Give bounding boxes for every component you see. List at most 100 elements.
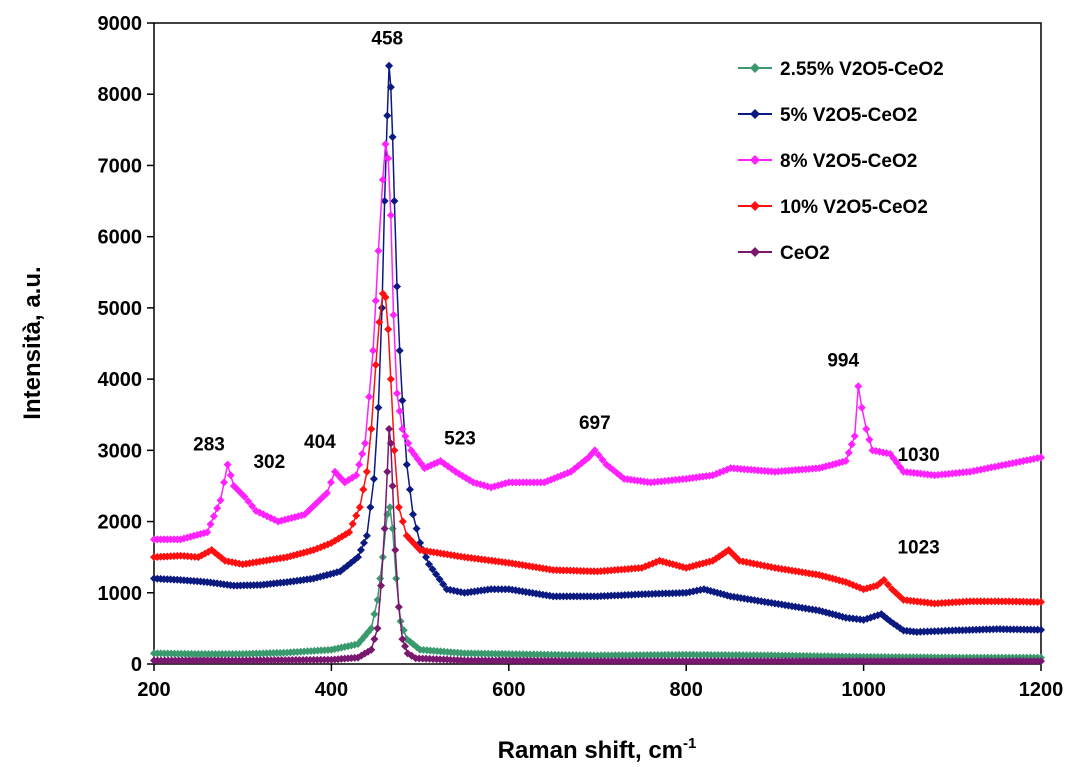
data-point [1037,657,1045,666]
legend-entry: 5% V2O5-CeO2 [738,105,917,126]
data-point [380,197,389,206]
data-point [401,432,410,441]
data-point [392,574,401,583]
data-point [369,346,378,355]
data-point [378,175,387,184]
x-tick-label: 1000 [841,679,886,701]
data-point [383,111,392,120]
data-point [352,511,361,520]
series-3 [150,289,1045,608]
data-point [367,624,376,633]
data-point [367,424,376,433]
data-point [380,524,389,533]
y-tick-label: 6000 [98,227,143,249]
data-point [841,457,850,466]
data-point [384,154,393,163]
data-point [398,424,407,433]
data-point [432,570,441,579]
data-point [402,460,411,469]
x-tick-label: 400 [315,679,348,701]
data-point [862,424,871,433]
data-point [361,439,370,448]
legend-marker [750,201,760,211]
peak-label: 523 [444,429,476,450]
annotation-layer: 458 283 302 404 523 697 994 1030 1023 [193,28,940,558]
data-point [216,496,225,505]
legend-entry: CeO2 [738,243,830,264]
data-point [422,553,431,562]
data-point [398,517,407,526]
data-point [409,510,418,519]
series-1 [150,61,1045,636]
y-axis-title: Intensità, a.u. [19,266,46,419]
data-point [359,538,368,547]
data-point [362,531,371,540]
x-tick-label: 1200 [1019,679,1064,701]
series-4 [150,424,1045,666]
legend: 2.55% V2O5-CeO2 5% V2O5-CeO2 8% V2O5-CeO2 1… [738,59,944,264]
data-point [374,246,383,255]
data-point [203,528,212,537]
y-tick-label: 0 [131,654,142,676]
data-point [209,512,218,521]
data-point [370,635,379,644]
y-tick-label: 1000 [98,583,143,605]
data-point [370,610,379,619]
data-point [880,575,889,584]
data-point [435,575,444,584]
data-point [369,474,378,483]
data-point [412,524,421,533]
data-point [365,392,374,401]
legend-marker [750,109,760,119]
legend-marker [750,155,760,165]
y-tick-label: 7000 [98,155,143,177]
data-point [1037,453,1045,462]
data-point [847,440,856,449]
data-point [424,560,433,569]
peak-label: 697 [579,413,611,434]
legend-entry: 2.55% V2O5-CeO2 [738,59,944,80]
data-point [865,435,874,444]
peak-label: 283 [193,434,225,455]
peak-label: 994 [827,350,859,371]
data-point [386,211,395,220]
data-point [366,503,375,512]
data-point [394,503,403,512]
y-tick-label: 9000 [98,13,143,35]
series-layer [150,61,1045,666]
data-point [393,282,402,291]
data-point [220,478,229,487]
legend-entry: 8% V2O5-CeO2 [738,151,917,172]
data-point [385,424,394,433]
legend-label: CeO2 [780,243,830,264]
data-point [389,311,398,320]
data-point [352,471,361,480]
data-point [854,382,863,391]
legend-label: 8% V2O5-CeO2 [780,151,917,172]
x-tick-label: 200 [137,679,170,701]
data-point [240,492,249,501]
data-point [381,140,390,149]
data-point [401,642,410,651]
data-point [345,528,354,537]
data-point [244,497,253,506]
data-point [376,574,385,583]
data-point [381,293,390,302]
peak-label: 302 [253,452,285,473]
x-axis-title: Raman shift, cm-1 [498,735,697,764]
data-point [395,346,404,355]
data-point [398,635,407,644]
data-point [354,553,363,562]
series-0 [150,503,1045,662]
y-axis-ticks: 0 1000 2000 3000 4000 5000 6000 7000 8000 9000 [98,13,154,676]
data-point [398,396,407,405]
data-point [439,580,448,589]
data-point [393,389,402,398]
data-point [405,485,414,494]
y-tick-label: 3000 [98,440,143,462]
data-point [388,132,397,141]
data-point [356,546,365,555]
x-tick-label: 800 [670,679,703,701]
data-point [367,645,376,654]
